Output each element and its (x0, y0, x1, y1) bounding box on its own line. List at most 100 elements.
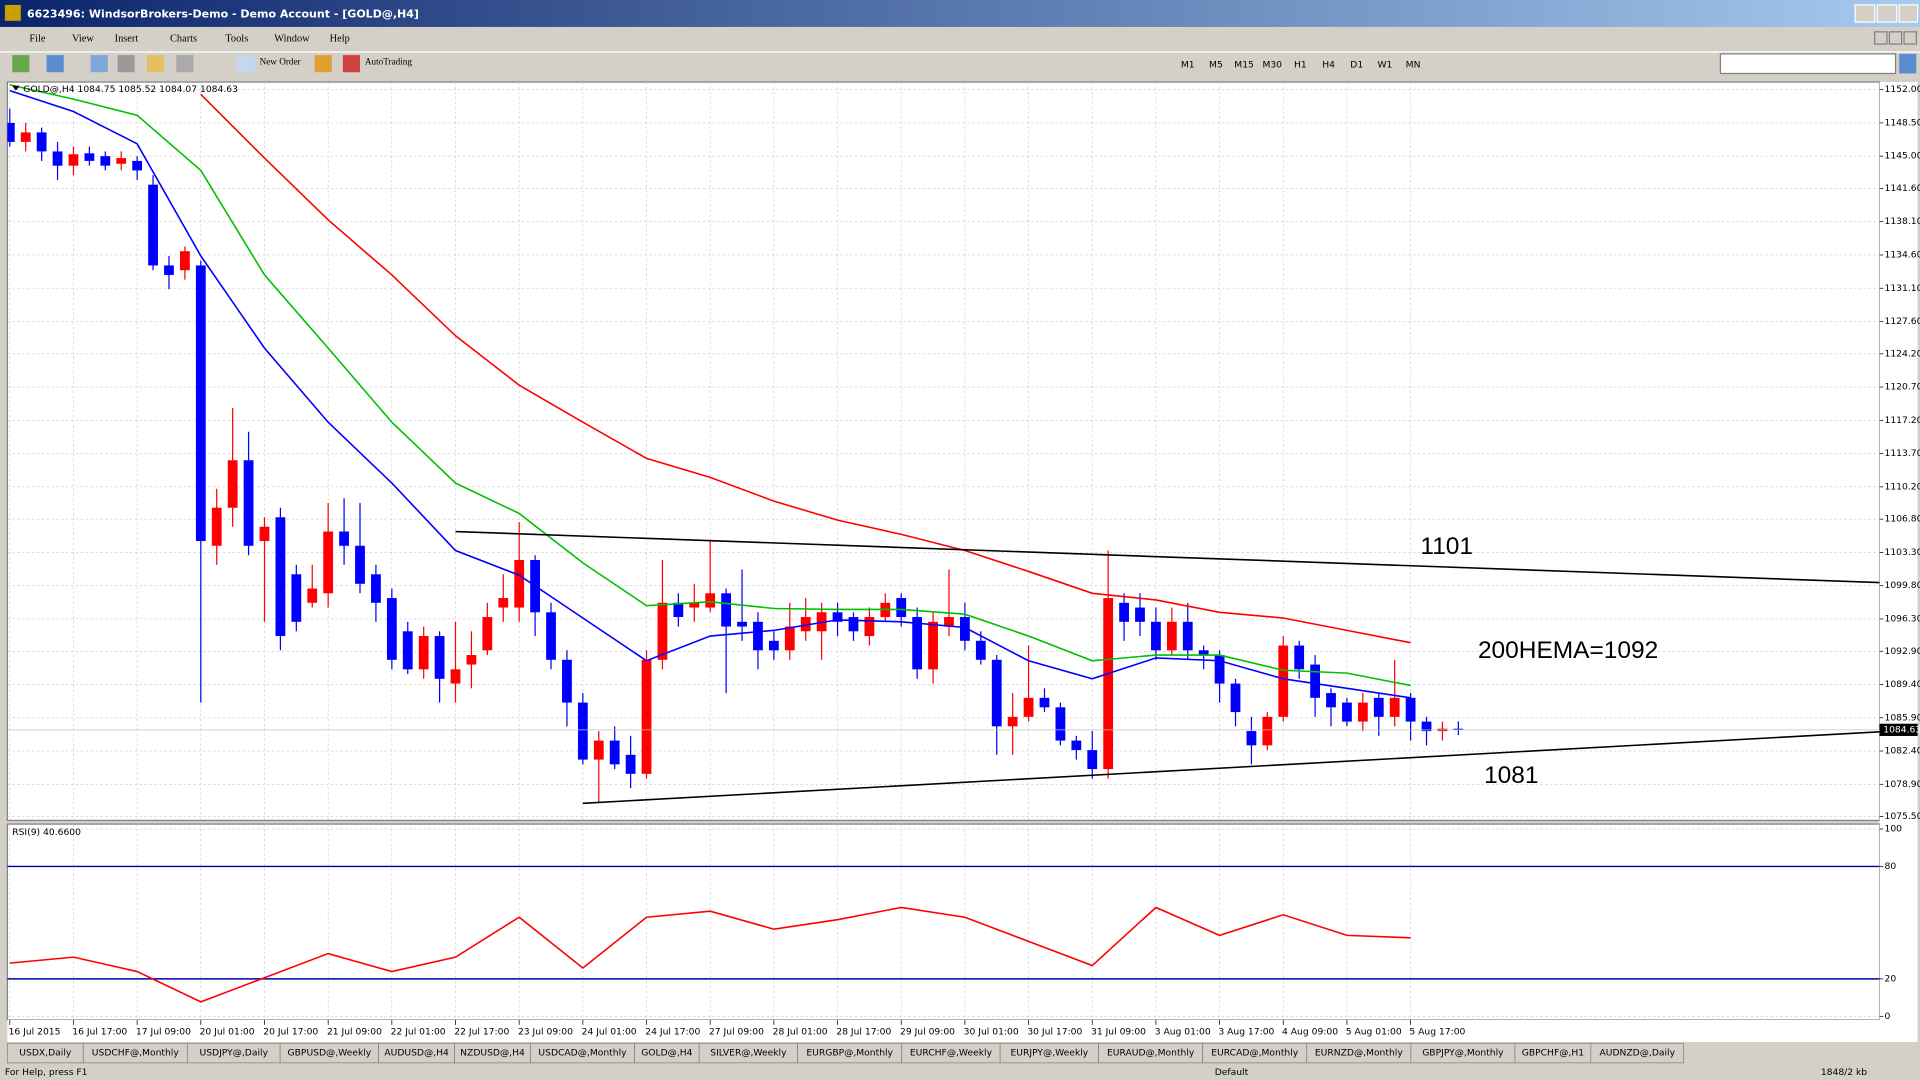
menu-item[interactable]: Insert (115, 34, 139, 45)
timeframe-button[interactable]: D1 (1350, 59, 1363, 70)
timeframe-button[interactable]: H4 (1322, 59, 1335, 70)
candle-body (307, 588, 318, 603)
chart-tab-label[interactable]: USDCAD@,Monthly (538, 1048, 627, 1059)
time-axis (7, 1020, 1918, 1043)
maximize-button[interactable] (1876, 4, 1898, 23)
new-order-label[interactable]: New Order (260, 57, 301, 67)
chart-tab-label[interactable]: AUDUSD@,H4 (384, 1048, 449, 1059)
candle-body (339, 531, 349, 546)
chart-tabs: USDX,Daily USDCHF@,Monthly USDJPY@,Daily GB… (6, 1042, 1685, 1064)
chart-menu-arrow[interactable] (12, 85, 20, 91)
chart-tab-label[interactable]: USDX,Daily (19, 1048, 72, 1059)
mdi-button[interactable] (1874, 31, 1888, 45)
profiles-button[interactable] (46, 55, 64, 73)
candle-body (1310, 664, 1320, 698)
menu-item[interactable]: Window (274, 34, 310, 45)
candle-body (609, 740, 620, 765)
menu-item[interactable]: View (72, 34, 94, 45)
candle-body (577, 702, 588, 760)
candle-body (1294, 645, 1305, 670)
candle-body (1357, 702, 1368, 722)
timeframe-button[interactable]: W1 (1377, 59, 1392, 70)
candle-body (721, 593, 732, 627)
chart-tab-label[interactable]: EURCAD@,Monthly (1211, 1048, 1299, 1059)
chart-tab-label[interactable]: GBPJPY@,Monthly (1422, 1048, 1504, 1059)
chart-tab-label[interactable]: AUDNZD@,Daily (1599, 1048, 1675, 1059)
timeframe-button[interactable]: H1 (1294, 59, 1307, 70)
chart-tab-label[interactable]: EURJPY@,Weekly (1011, 1048, 1089, 1059)
chart-tab-label[interactable]: NZDUSD@,H4 (460, 1048, 525, 1059)
menu-item[interactable]: File (29, 34, 46, 45)
chart-tab-label[interactable]: GOLD@,H4 (641, 1048, 692, 1059)
candle-body (227, 460, 238, 508)
menu-item[interactable]: Tools (225, 34, 248, 45)
terminal-button[interactable] (176, 55, 194, 73)
metaeditor-button[interactable] (314, 55, 332, 73)
x-tick-label: 3 Aug 17:00 (1218, 1027, 1274, 1038)
chart-tab-label[interactable]: SILVER@,Weekly (710, 1048, 787, 1059)
x-tick-label: 29 Jul 09:00 (900, 1027, 955, 1038)
menu-item[interactable]: Charts (170, 34, 197, 45)
candle-body (1182, 621, 1193, 651)
candle-body (896, 598, 907, 618)
timeframe-button[interactable]: M1 (1181, 59, 1195, 70)
candle-body (1007, 716, 1018, 727)
y-tick-label: 100 (1884, 823, 1902, 834)
mdi-button[interactable] (1888, 31, 1903, 45)
chart-tab-label[interactable]: EURNZD@,Monthly (1315, 1048, 1403, 1059)
candle-body (768, 640, 779, 651)
candle-body (689, 602, 700, 608)
y-tick-label: 1127.60 (1884, 316, 1920, 327)
candle-body (848, 617, 859, 632)
candle-body (1389, 697, 1400, 717)
mdi-button[interactable] (1903, 31, 1917, 45)
candle-body (402, 631, 413, 670)
candle-body (944, 617, 954, 627)
status-profile: Default (1215, 1067, 1249, 1078)
candle-body (975, 640, 986, 660)
chart-tab-label[interactable]: GBPCHF@,H1 (1522, 1048, 1584, 1059)
y-tick-label: 1134.60 (1884, 249, 1920, 260)
candle-body (1421, 721, 1432, 732)
close-button[interactable] (1898, 4, 1919, 23)
data-window-button[interactable] (117, 55, 135, 73)
market-watch-button[interactable] (90, 55, 108, 73)
candle-body (1023, 697, 1034, 717)
trendline (455, 530, 1880, 584)
navigator-button[interactable] (146, 55, 165, 73)
candle-body (1373, 697, 1384, 717)
candle-body (195, 265, 206, 542)
y-tick-label: 1131.10 (1884, 283, 1920, 294)
chart-tab-label[interactable]: USDJPY@,Daily (199, 1048, 268, 1059)
menu-item[interactable]: Help (330, 34, 350, 45)
search-box[interactable] (1719, 53, 1897, 75)
y-tick-label: 1124.20 (1884, 348, 1920, 359)
new-order-icon[interactable] (237, 55, 255, 73)
status-traffic: 1848/2 kb (1821, 1067, 1867, 1078)
minimize-button[interactable] (1854, 4, 1876, 23)
timeframe-button[interactable]: M15 (1234, 59, 1254, 70)
x-tick-label: 28 Jul 01:00 (773, 1027, 828, 1038)
timeframe-button[interactable]: M30 (1262, 59, 1282, 70)
autotrading-icon[interactable] (342, 55, 360, 73)
y-tick-label: 1113.70 (1884, 448, 1920, 459)
y-tick-label: 1106.80 (1884, 514, 1920, 525)
chart-tab-label[interactable]: USDCHF@,Monthly (92, 1048, 180, 1059)
price-axis (1879, 82, 1918, 1020)
autotrading-label[interactable]: AutoTrading (365, 57, 412, 67)
chart-tab-label[interactable]: GBPUSD@,Weekly (288, 1048, 372, 1059)
chart-plots (7, 82, 1880, 1020)
indicator-line (200, 93, 1411, 644)
candle-body (36, 132, 47, 152)
timeframe-button[interactable]: MN (1406, 59, 1421, 70)
timeframe-button[interactable]: M5 (1209, 59, 1223, 70)
x-tick-label: 28 Jul 17:00 (836, 1027, 891, 1038)
chart-tab-label[interactable]: EURGBP@,Monthly (806, 1048, 893, 1059)
chart-tab-label[interactable]: EURAUD@,Monthly (1107, 1048, 1195, 1059)
candle-body (800, 617, 811, 632)
y-tick-label: 20 (1884, 973, 1896, 984)
settings-button[interactable] (1899, 53, 1917, 74)
new-chart-button[interactable] (12, 55, 30, 73)
chart-tab[interactable] (1590, 1042, 1685, 1064)
chart-tab-label[interactable]: EURCHF@,Weekly (910, 1048, 993, 1059)
